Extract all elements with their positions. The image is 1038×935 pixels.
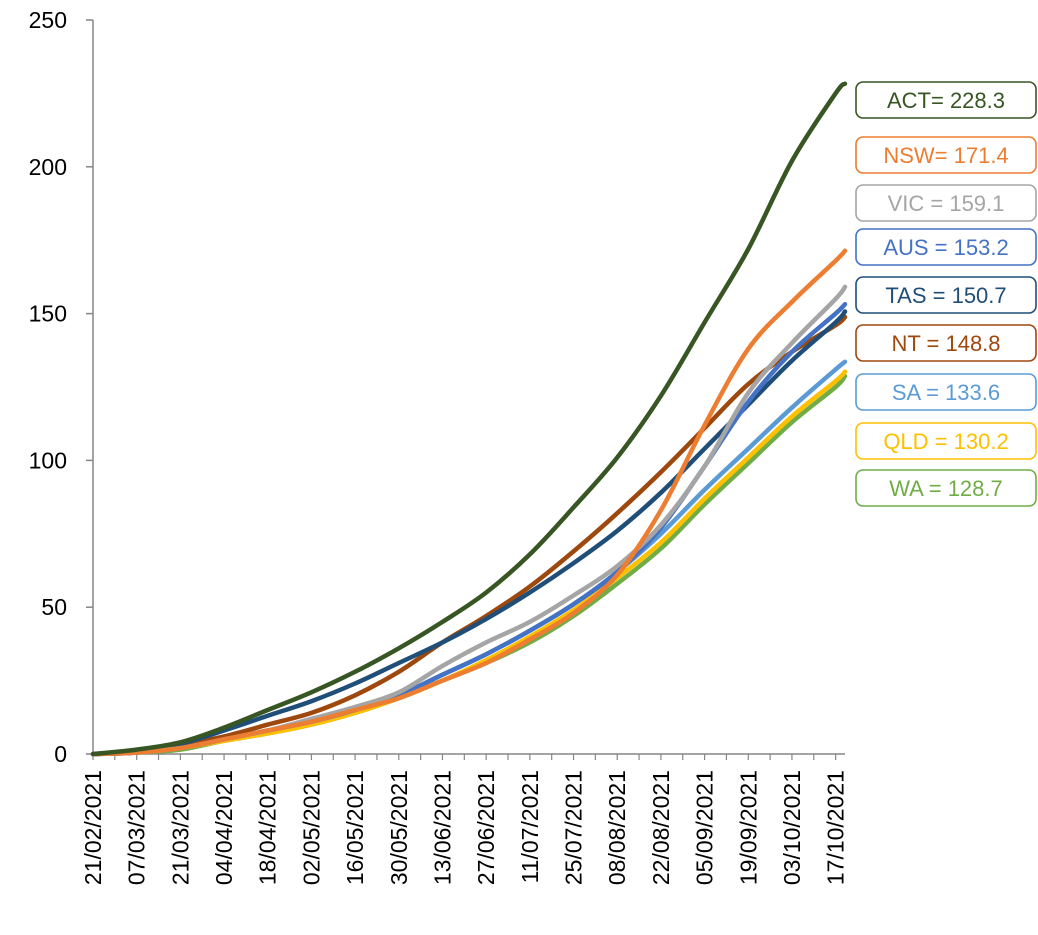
series-line-vic — [90, 284, 848, 757]
series-label-wa: WA = 128.7 — [855, 469, 1037, 507]
series-label-box — [855, 324, 1037, 362]
series-label-text: NSW= 171.4 — [883, 143, 1008, 168]
y-tick-label: 250 — [29, 7, 67, 33]
series-label-nsw: NSW= 171.4 — [855, 136, 1037, 174]
series-label-box — [855, 136, 1037, 174]
series-line-act — [90, 81, 848, 757]
series-label-aus: AUS = 153.2 — [855, 228, 1037, 266]
series-label-text: SA = 133.6 — [892, 380, 1000, 405]
series-label-sa: SA = 133.6 — [855, 373, 1037, 411]
series-line-wa — [90, 373, 848, 757]
x-axis: 21/02/2021 07/03/2021 21/03/2021 04/04/2021… — [80, 753, 849, 885]
x-tick-label: 08/08/2021 — [604, 770, 630, 885]
y-tick-label: 50 — [41, 594, 67, 620]
y-tick-label: 0 — [54, 741, 67, 767]
x-tick-label: 13/06/2021 — [429, 770, 455, 885]
series-label-nt: NT = 148.8 — [855, 324, 1037, 362]
x-tick-label: 30/05/2021 — [386, 770, 412, 885]
series-label-box — [855, 276, 1037, 314]
series-line-nt — [90, 314, 848, 757]
y-tick-label: 200 — [29, 154, 67, 180]
x-tick-label: 07/03/2021 — [124, 770, 150, 885]
x-tick-label: 21/03/2021 — [167, 770, 193, 885]
x-tick-label: 04/04/2021 — [211, 770, 237, 885]
x-tick-label: 17/10/2021 — [823, 770, 849, 885]
x-tick-label: 25/07/2021 — [561, 770, 587, 885]
x-tick-label: 27/06/2021 — [473, 770, 499, 885]
y-tick-label: 100 — [29, 447, 67, 473]
series-lines — [90, 81, 848, 757]
series-label-text: NT = 148.8 — [891, 331, 1000, 356]
series-line-nsw — [90, 248, 848, 757]
x-tick-label: 22/08/2021 — [648, 770, 674, 885]
x-tick-label: 03/10/2021 — [779, 770, 805, 885]
x-tick-label: 19/09/2021 — [735, 770, 761, 885]
x-tick-label: 16/05/2021 — [342, 770, 368, 885]
series-label-text: WA = 128.7 — [889, 476, 1003, 501]
x-tick-label: 21/02/2021 — [80, 770, 106, 885]
y-axis: 0 50 100 150 200 250 — [29, 7, 94, 767]
series-label-text: AUS = 153.2 — [883, 235, 1008, 260]
series-label-box — [855, 373, 1037, 411]
series-label-text: VIC = 159.1 — [888, 191, 1005, 216]
series-label-text: TAS = 150.7 — [885, 283, 1006, 308]
series-label-tas: TAS = 150.7 — [855, 276, 1037, 314]
series-label-qld: QLD = 130.2 — [855, 422, 1037, 460]
series-label-box — [855, 184, 1037, 222]
series-label-box — [855, 228, 1037, 266]
series-label-text: QLD = 130.2 — [883, 429, 1008, 454]
x-tick-label: 18/04/2021 — [255, 770, 281, 885]
series-label-box — [855, 81, 1037, 119]
series-label-vic: VIC = 159.1 — [855, 184, 1037, 222]
y-tick-label: 150 — [29, 301, 67, 327]
series-labels: ACT= 228.3 NSW= 171.4 VIC = 159.1 AUS = 153… — [855, 81, 1037, 507]
series-label-act: ACT= 228.3 — [855, 81, 1037, 119]
series-label-box — [855, 422, 1037, 460]
series-label-box — [855, 469, 1037, 507]
series-line-qld — [90, 369, 848, 757]
series-label-text: ACT= 228.3 — [887, 88, 1005, 113]
x-tick-label: 11/07/2021 — [517, 770, 543, 883]
x-tick-label: 05/09/2021 — [692, 770, 718, 885]
x-tick-label: 02/05/2021 — [298, 770, 324, 885]
